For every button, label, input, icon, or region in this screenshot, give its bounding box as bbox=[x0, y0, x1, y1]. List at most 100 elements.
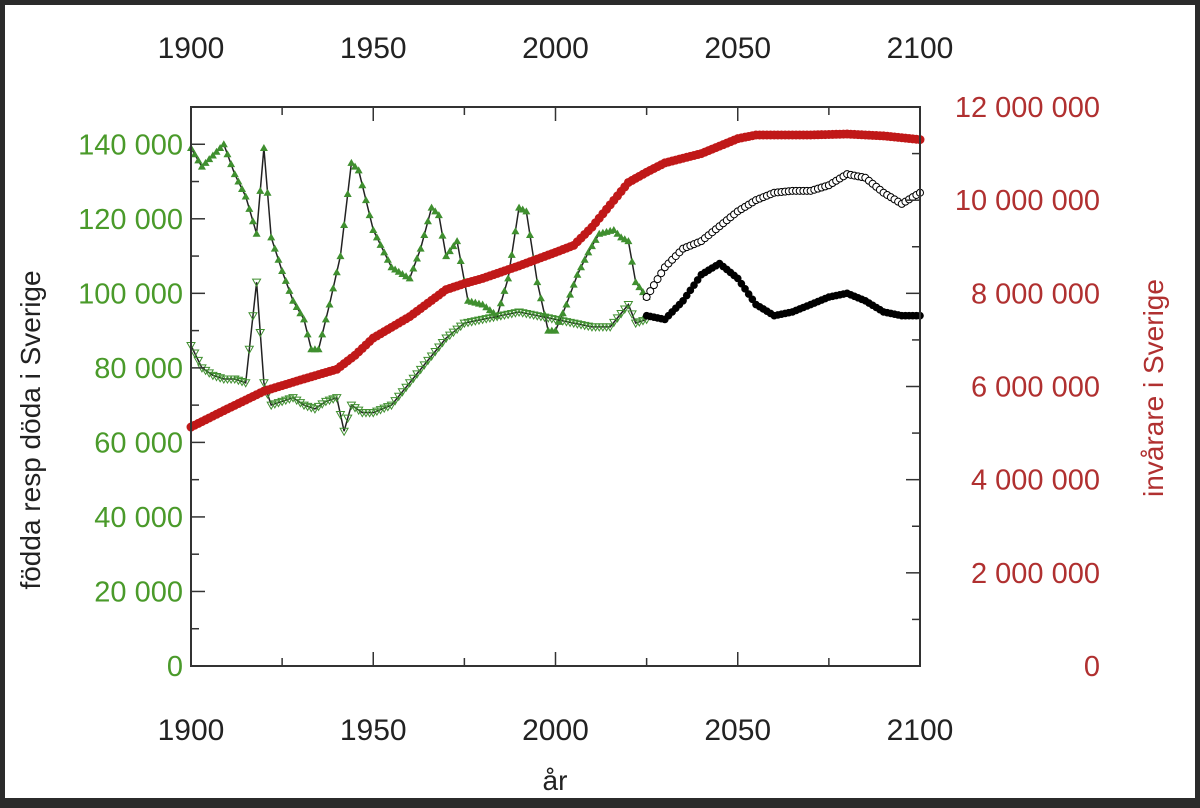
data-point bbox=[649, 281, 658, 290]
data-point bbox=[657, 269, 666, 278]
data-point bbox=[511, 227, 520, 235]
data-point bbox=[401, 383, 411, 393]
data-point bbox=[521, 309, 532, 319]
data-point bbox=[189, 349, 200, 358]
data-point bbox=[346, 401, 357, 411]
data-point bbox=[576, 321, 586, 330]
series-layer bbox=[186, 129, 925, 437]
data-point bbox=[532, 312, 543, 321]
data-point bbox=[234, 177, 243, 185]
data-point bbox=[219, 140, 228, 148]
data-point bbox=[434, 211, 443, 219]
data-point bbox=[445, 247, 454, 255]
data-point bbox=[361, 196, 370, 204]
data-point bbox=[201, 158, 210, 166]
x-tick-label-bottom: 1950 bbox=[340, 714, 407, 747]
data-point bbox=[303, 330, 312, 338]
x-tick-label-top: 2100 bbox=[887, 32, 954, 65]
data-point bbox=[577, 263, 586, 271]
data-point bbox=[376, 240, 385, 248]
data-point bbox=[514, 308, 524, 317]
data-point bbox=[251, 278, 262, 288]
data-point bbox=[193, 356, 204, 366]
data-point bbox=[613, 229, 622, 237]
data-point bbox=[336, 252, 345, 260]
data-point bbox=[285, 286, 294, 294]
data-point bbox=[329, 284, 338, 292]
series-0 bbox=[187, 140, 651, 353]
data-point bbox=[551, 326, 560, 334]
data-point bbox=[507, 250, 516, 258]
data-point bbox=[248, 312, 258, 321]
data-point bbox=[289, 296, 298, 304]
data-point bbox=[624, 237, 633, 245]
data-point bbox=[566, 290, 575, 298]
data-point bbox=[627, 310, 637, 319]
data-point bbox=[423, 356, 433, 366]
data-point bbox=[533, 278, 542, 286]
data-point bbox=[453, 237, 462, 245]
data-point bbox=[420, 230, 429, 238]
data-point bbox=[281, 276, 290, 284]
data-point bbox=[223, 150, 232, 158]
y-left-tick-label: 140 000 bbox=[78, 129, 183, 161]
data-point bbox=[409, 264, 418, 272]
x-tick-label-bottom: 2050 bbox=[704, 714, 771, 747]
data-point bbox=[449, 242, 458, 250]
data-point bbox=[539, 313, 550, 323]
data-point bbox=[638, 288, 647, 296]
data-point bbox=[380, 248, 389, 256]
data-point bbox=[208, 151, 217, 159]
data-point bbox=[448, 328, 459, 338]
x-tick-label-top: 1950 bbox=[340, 32, 407, 65]
series-4 bbox=[642, 259, 924, 324]
x-tick-label-bottom: 2100 bbox=[887, 714, 954, 747]
y-left-tick-label: 20 000 bbox=[94, 576, 183, 608]
data-point bbox=[358, 181, 367, 189]
data-point bbox=[500, 286, 509, 294]
data-point bbox=[431, 207, 440, 215]
data-point bbox=[587, 242, 596, 250]
data-point bbox=[619, 305, 630, 314]
data-point bbox=[423, 217, 432, 225]
data-point bbox=[227, 160, 236, 168]
data-point bbox=[616, 309, 626, 319]
data-point bbox=[427, 203, 436, 211]
series-3 bbox=[642, 170, 924, 302]
data-point bbox=[631, 278, 640, 286]
data-point bbox=[291, 396, 302, 406]
data-point bbox=[205, 155, 214, 163]
data-point bbox=[347, 158, 356, 166]
data-point bbox=[350, 404, 360, 413]
data-point bbox=[555, 317, 564, 325]
data-point bbox=[208, 371, 218, 381]
data-point bbox=[317, 400, 328, 409]
data-point bbox=[331, 394, 342, 403]
data-point bbox=[569, 280, 578, 288]
data-point bbox=[335, 410, 346, 420]
y-right-tick-label: 2 000 000 bbox=[971, 558, 1100, 590]
data-point bbox=[256, 186, 265, 194]
data-point bbox=[579, 321, 590, 331]
data-point bbox=[536, 312, 546, 322]
data-point bbox=[238, 184, 247, 192]
data-point bbox=[252, 229, 261, 237]
data-point bbox=[354, 166, 363, 174]
data-point bbox=[455, 322, 466, 332]
data-point bbox=[215, 374, 226, 383]
data-point bbox=[554, 316, 565, 326]
data-point bbox=[583, 322, 594, 332]
data-point bbox=[306, 404, 317, 413]
data-point bbox=[321, 315, 330, 323]
data-point bbox=[496, 299, 505, 307]
axes-layer: 1900 1900 1950 1950 2000 2000 2050 2050 2100 2100… bbox=[78, 32, 1100, 747]
data-point bbox=[190, 150, 199, 158]
data-point bbox=[340, 221, 349, 229]
data-point bbox=[383, 255, 392, 263]
y-left-tick-label: 60 000 bbox=[94, 427, 183, 459]
data-point bbox=[274, 255, 283, 263]
series-1 bbox=[186, 278, 652, 437]
data-point bbox=[452, 325, 462, 335]
